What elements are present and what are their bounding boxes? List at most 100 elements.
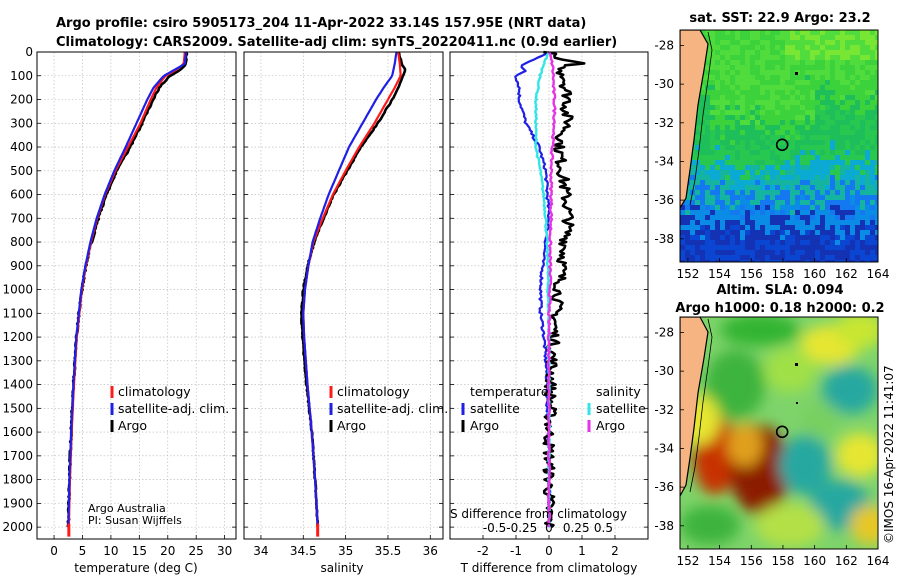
sst-cell xyxy=(805,200,810,205)
sst-cell xyxy=(820,195,825,200)
sst-cell xyxy=(865,165,870,170)
sst-cell xyxy=(765,85,770,90)
sst-cell xyxy=(775,235,780,240)
temperature-x-ticks: 0 5 10 15 20 25 30 xyxy=(50,544,232,558)
legend-title-temperature: temperature xyxy=(470,384,549,399)
sst-cell xyxy=(870,145,875,150)
sst-cell xyxy=(745,70,750,75)
lon-tick-label: 160 xyxy=(803,554,826,568)
sst-cell xyxy=(700,135,705,140)
sst-cell xyxy=(715,250,720,255)
sst-cell xyxy=(695,240,700,245)
sst-cell xyxy=(855,75,860,80)
sst-cell xyxy=(730,105,735,110)
sst-cell xyxy=(845,70,850,75)
sst-cell xyxy=(845,90,850,95)
sst-cell xyxy=(770,205,775,210)
sst-cell xyxy=(765,70,770,75)
sst-cell xyxy=(860,180,865,185)
credit-line2: PI: Susan Wijffels xyxy=(88,514,182,527)
sst-cell xyxy=(820,135,825,140)
sst-cell xyxy=(730,145,735,150)
sst-cell xyxy=(720,190,725,195)
sst-cell xyxy=(760,70,765,75)
sst-cell xyxy=(855,150,860,155)
sst-cell xyxy=(840,230,845,235)
sst-cell xyxy=(770,175,775,180)
sst-cell xyxy=(770,40,775,45)
sst-cell xyxy=(680,205,685,210)
sst-cell xyxy=(845,245,850,250)
sst-cell xyxy=(740,260,745,262)
s-tick-label: 0.5 xyxy=(594,521,613,535)
sst-cell xyxy=(775,45,780,50)
sst-cell xyxy=(690,260,695,262)
sst-cell xyxy=(850,140,855,145)
sst-cell xyxy=(730,100,735,105)
sst-cell xyxy=(745,85,750,90)
sst-cell xyxy=(845,30,850,35)
sst-cell xyxy=(855,45,860,50)
sst-cell xyxy=(790,30,795,35)
sst-cell xyxy=(800,185,805,190)
sst-cell xyxy=(760,95,765,100)
sst-cell xyxy=(840,200,845,205)
sst-cell xyxy=(865,195,870,200)
sst-cell xyxy=(740,45,745,50)
sst-cell xyxy=(730,215,735,220)
sst-cell xyxy=(775,155,780,160)
sst-cell xyxy=(815,210,820,215)
sst-cell xyxy=(765,110,770,115)
sst-cell xyxy=(850,210,855,215)
sst-cell xyxy=(745,250,750,255)
sst-cell xyxy=(805,85,810,90)
sst-cell xyxy=(865,125,870,130)
sst-cell xyxy=(870,60,875,65)
sst-cell xyxy=(700,100,705,105)
sst-cell xyxy=(815,255,820,260)
sst-cell xyxy=(865,150,870,155)
lon-tick-label: 156 xyxy=(740,267,763,281)
sst-cell xyxy=(755,135,760,140)
sst-cell xyxy=(800,60,805,65)
sst-cell xyxy=(765,205,770,210)
sst-cell xyxy=(795,40,800,45)
sst-cell xyxy=(750,180,755,185)
sst-cell xyxy=(735,120,740,125)
sst-cell xyxy=(710,70,715,75)
sst-cell xyxy=(795,185,800,190)
sst-cell xyxy=(825,225,830,230)
sst-cell xyxy=(780,100,785,105)
sst-cell xyxy=(755,85,760,90)
sst-cell xyxy=(760,35,765,40)
sst-cell xyxy=(785,190,790,195)
sst-cell xyxy=(745,100,750,105)
sst-cell xyxy=(800,110,805,115)
sst-cell xyxy=(825,195,830,200)
sst-cell xyxy=(735,130,740,135)
sst-cell xyxy=(860,160,865,165)
sst-cell xyxy=(745,205,750,210)
sst-cell xyxy=(695,145,700,150)
sla-blob xyxy=(779,435,831,495)
sst-cell xyxy=(855,110,860,115)
sst-cell xyxy=(855,140,860,145)
sst-cell xyxy=(835,95,840,100)
sst-cell xyxy=(775,205,780,210)
sst-cell xyxy=(740,245,745,250)
sst-cell xyxy=(745,35,750,40)
sst-cell xyxy=(720,150,725,155)
sst-cell xyxy=(710,55,715,60)
sst-cell xyxy=(795,160,800,165)
sst-cell xyxy=(830,260,835,262)
sst-cell xyxy=(825,200,830,205)
sst-cell xyxy=(830,105,835,110)
sst-cell xyxy=(750,240,755,245)
sst-cell xyxy=(875,115,878,120)
imos-timestamp: ©IMOS 16-Apr-2022 11:41:07 xyxy=(882,365,896,544)
sst-cell xyxy=(745,215,750,220)
sst-cell xyxy=(775,55,780,60)
difference-x-ticks: -2 -1 0 1 2 xyxy=(477,544,619,558)
sst-cell xyxy=(870,230,875,235)
figure-title-line1: Argo profile: csiro 5905173_204 11-Apr-2… xyxy=(56,16,586,31)
